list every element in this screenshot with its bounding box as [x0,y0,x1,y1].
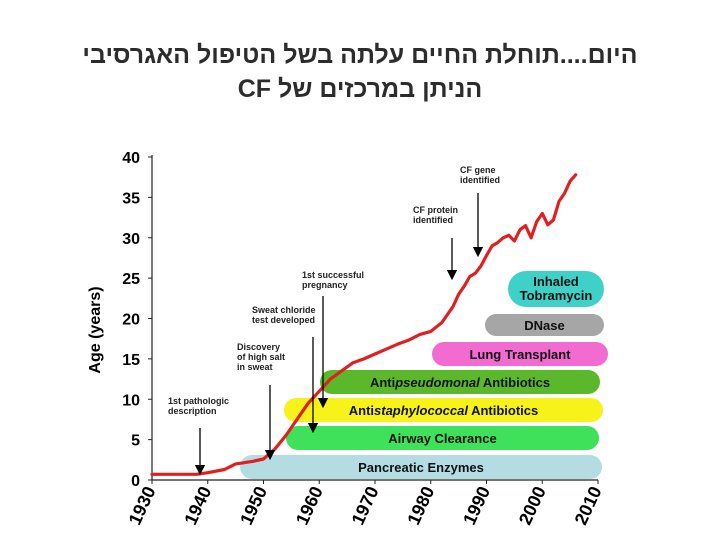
therapy-band-label-0: Inhaled [533,274,579,289]
x-tick-label: 1970 [348,483,383,528]
y-tick-label: 15 [122,352,140,369]
x-tick-label: 1930 [125,483,160,528]
therapy-band-1 [485,314,604,336]
annotation-label-5: identified [460,175,500,185]
y-tick-label: 10 [122,392,140,409]
x-tick-label: 2010 [571,483,606,528]
therapy-band-2 [432,342,608,366]
annotation-label-3: pregnancy [302,280,348,290]
annotation-label-0: 1st pathologic [168,396,229,406]
annotation-label-1: in sweat [237,362,273,372]
therapy-band-5 [286,426,599,450]
therapy-band-label-3: Antipseudomonal Antibiotics [370,375,550,390]
annotation-label-2: Sweat chloride [252,305,316,315]
y-tick-label: 20 [122,312,140,329]
annotation-label-3: 1st successful [302,270,364,280]
x-tick-label: 1980 [403,483,438,528]
annotation-label-4: CF protein [413,205,458,215]
therapy-band-label-6: Pancreatic Enzymes [358,460,484,475]
x-tick-label: 1950 [236,483,271,528]
therapy-band-label2-0: Tobramycin [520,288,593,303]
x-tick-label: 2000 [515,483,550,528]
annotation-label-1: of high salt [237,352,285,362]
x-tick-label: 1960 [292,483,327,528]
therapy-band-4 [284,398,603,422]
annotation-label-1: Discovery [237,342,280,352]
y-tick-label: 35 [122,190,140,207]
title-line-1: היום....תוחלת החיים עלתה בשל הטיפול האגר… [82,41,638,69]
annotation-label-5: CF gene [460,165,496,175]
x-tick-label: 1940 [180,483,215,528]
y-tick-label: 25 [122,271,140,288]
therapy-band-6 [240,455,602,479]
y-tick-label: 0 [131,473,140,490]
therapy-band-3 [320,370,600,394]
therapy-band-label-1: DNase [524,318,564,333]
x-tick-label: 1990 [459,483,494,528]
annotation-label-0: description [168,406,217,416]
y-axis-label: Age (years) [87,286,104,373]
page-title: היום....תוחלת החיים עלתה בשל הטיפול האגר… [40,38,680,106]
therapy-band-label-4: Antistaphylococcal Antibiotics [349,403,539,418]
y-tick-label: 30 [122,231,140,248]
therapy-band-0 [508,271,604,307]
y-tick-label: 5 [131,433,140,450]
annotation-label-2: test developed [252,315,315,325]
therapy-band-label-2: Lung Transplant [469,347,571,362]
therapy-band-label-5: Airway Clearance [388,431,496,446]
y-tick-label: 40 [122,150,140,167]
annotation-label-4: identified [413,215,453,225]
title-line-2: הניתן במרכזים של CF [237,75,483,103]
